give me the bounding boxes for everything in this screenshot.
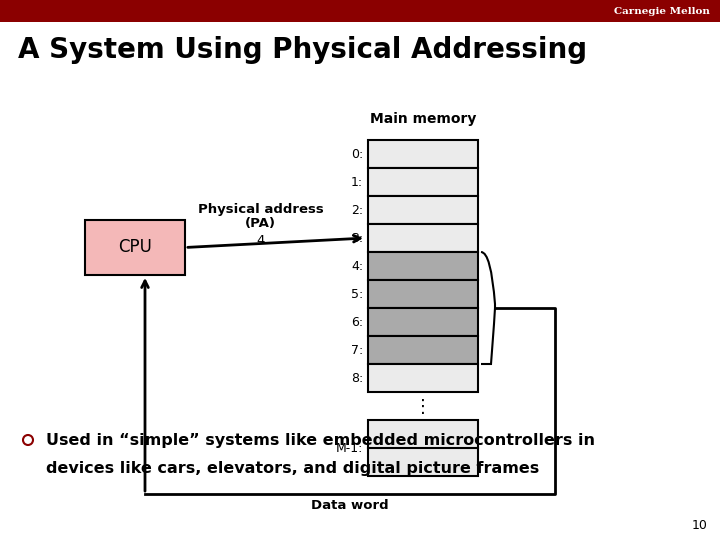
Text: devices like cars, elevators, and digital picture frames: devices like cars, elevators, and digita… <box>46 461 539 476</box>
Bar <box>368 140 478 168</box>
Text: 2:: 2: <box>351 204 363 217</box>
Text: A System Using Physical Addressing: A System Using Physical Addressing <box>18 36 587 64</box>
Text: Data word: Data word <box>311 499 389 512</box>
Text: 10: 10 <box>692 519 708 532</box>
Text: 0:: 0: <box>351 147 363 160</box>
Bar <box>368 196 478 224</box>
Text: Physical address: Physical address <box>197 202 323 215</box>
Text: M-1:: M-1: <box>336 442 363 455</box>
Text: (PA): (PA) <box>245 217 276 230</box>
Bar <box>368 336 478 364</box>
Text: 4:: 4: <box>351 260 363 273</box>
Text: Main memory: Main memory <box>370 112 476 126</box>
Text: 6:: 6: <box>351 315 363 328</box>
Text: Carnegie Mellon: Carnegie Mellon <box>614 6 710 16</box>
Text: ⋮: ⋮ <box>414 398 432 416</box>
Text: CPU: CPU <box>118 239 152 256</box>
Bar <box>368 224 478 252</box>
Text: 3:: 3: <box>351 232 363 245</box>
Bar <box>85 220 185 275</box>
Bar <box>368 364 478 392</box>
Bar <box>368 280 478 308</box>
Bar <box>368 308 478 336</box>
Bar <box>368 252 478 280</box>
Bar <box>368 420 478 476</box>
Text: Used in “simple” systems like embedded microcontrollers in: Used in “simple” systems like embedded m… <box>46 433 595 448</box>
Text: 8:: 8: <box>351 372 363 384</box>
Text: 5:: 5: <box>351 287 363 300</box>
Text: 4: 4 <box>256 234 265 247</box>
Text: 1:: 1: <box>351 176 363 188</box>
Text: 7:: 7: <box>351 343 363 356</box>
Bar <box>368 168 478 196</box>
Bar <box>0 0 720 22</box>
